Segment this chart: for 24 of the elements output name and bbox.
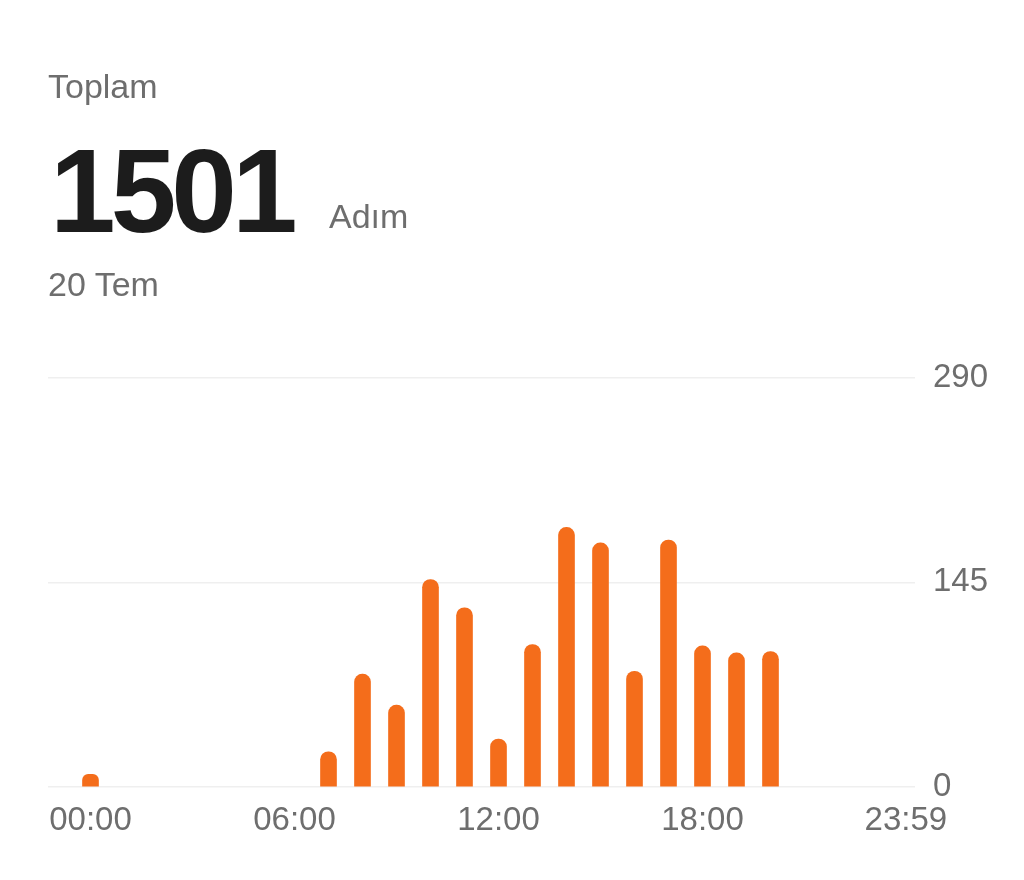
bar	[456, 607, 473, 787]
text: 1501	[50, 125, 293, 257]
x-tick-label: 12:00	[457, 799, 540, 837]
bar	[320, 751, 337, 787]
bar	[524, 644, 541, 787]
bar	[388, 704, 405, 787]
chart-title: Toplam	[48, 67, 158, 105]
bar	[354, 673, 371, 787]
bar	[694, 645, 711, 787]
bar	[626, 670, 643, 787]
bar	[558, 527, 575, 787]
x-tick-label: 18:00	[661, 799, 744, 837]
x-tick-label: 06:00	[253, 799, 336, 837]
y-tick-label: 290	[933, 356, 989, 394]
bar	[592, 542, 609, 787]
bar	[728, 652, 745, 787]
bar	[660, 539, 677, 787]
x-tick-label: 00:00	[49, 799, 132, 837]
bar	[490, 738, 507, 787]
bar	[762, 651, 779, 787]
chart-subtitle: 20 Tem	[48, 265, 159, 303]
text: Adım	[329, 197, 409, 235]
y-tick-label: 145	[933, 561, 989, 599]
bar	[422, 579, 439, 787]
